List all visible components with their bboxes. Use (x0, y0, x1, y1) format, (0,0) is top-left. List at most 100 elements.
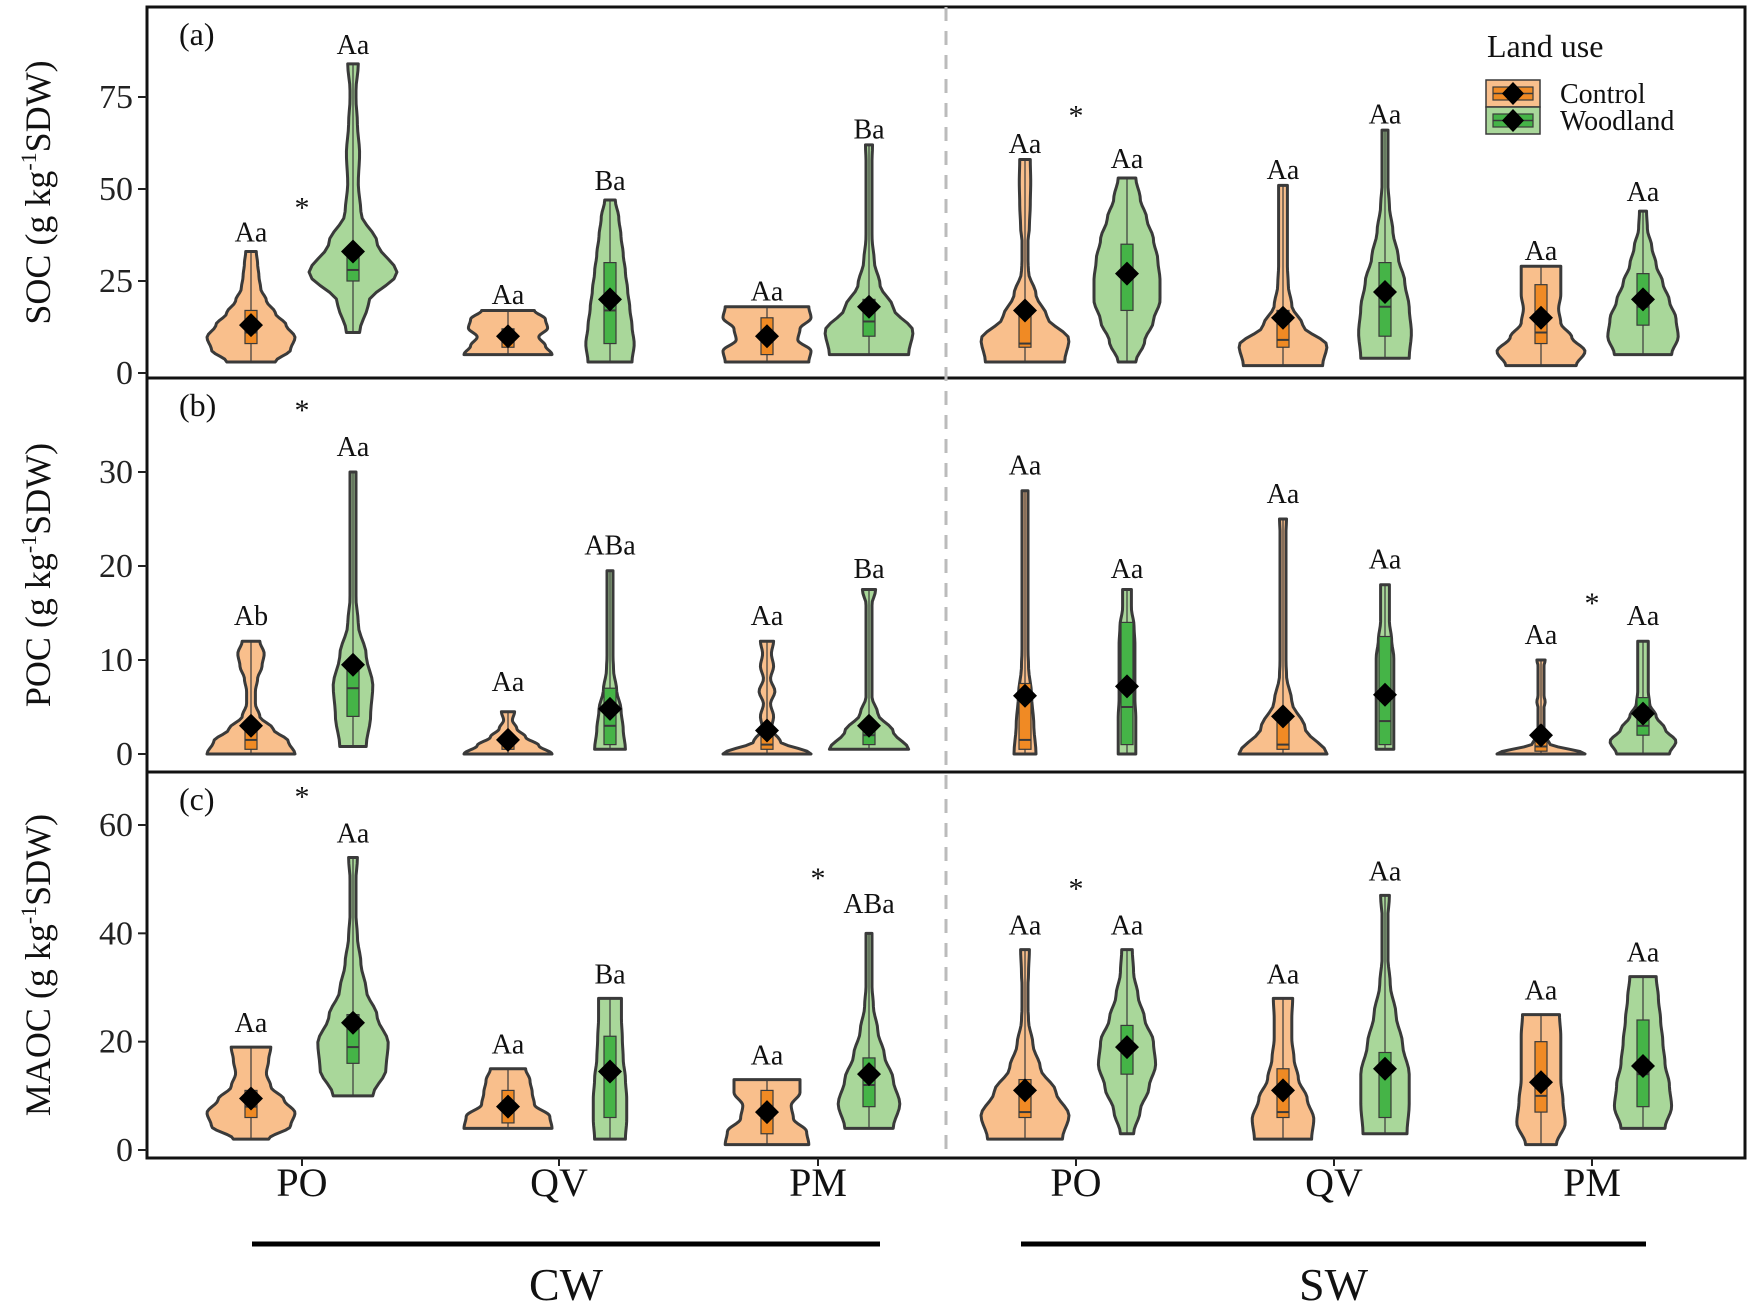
y-axis-title: MAOC (g kg-1SDW) (16, 814, 58, 1116)
significance-star: * (811, 862, 826, 895)
violin-woodland: Ba (591, 959, 629, 1141)
significance-label: Aa (337, 432, 370, 463)
significance-label: Aa (235, 1008, 268, 1039)
y-tick-label: 20 (99, 548, 133, 585)
violin-control: Aa (1515, 976, 1567, 1147)
mean-diamond-marker (755, 718, 779, 743)
violin-control: Aa (1495, 620, 1587, 756)
legend-key-woodland (1485, 106, 1541, 135)
mean-diamond-marker (239, 313, 263, 338)
mean-diamond-marker (341, 652, 365, 677)
violin-woodland: Aa (1359, 856, 1411, 1136)
legend-label-woodland: Woodland (1560, 106, 1674, 137)
significance-label: Aa (1009, 911, 1042, 942)
violin-woodland: Aa (1612, 938, 1674, 1130)
violin-control: Aa (205, 1008, 297, 1141)
mean-diamond-marker (1373, 1056, 1397, 1081)
significance-label: Aa (1369, 856, 1402, 887)
y-axis-title-tail: SDW) (18, 443, 58, 535)
significance-label: Aa (1525, 976, 1558, 1007)
significance-label: Aa (751, 1041, 784, 1072)
significance-star: * (295, 781, 310, 814)
mean-diamond-marker (1529, 723, 1553, 748)
significance-label: Aa (1627, 938, 1660, 969)
mean-diamond-marker (598, 696, 622, 721)
violin-woodland: Aa (331, 432, 375, 748)
legend-key-control (1485, 79, 1541, 108)
y-tick-label: 0 (116, 1132, 133, 1169)
violin-control: Ab (205, 601, 297, 756)
significance-star: * (295, 192, 310, 225)
significance-label: Ba (594, 959, 626, 990)
significance-label: Aa (337, 818, 370, 849)
x-category-label: QV (1305, 1160, 1363, 1205)
violin-control: Aa (462, 667, 554, 756)
y-axis-title-superscript: -1 (16, 152, 41, 170)
violin-control: Aa (1495, 236, 1587, 368)
y-axis-title-main: SOC (g kg (18, 171, 58, 325)
significance-label: Aa (1627, 177, 1660, 208)
violin-woodland: ABa (584, 531, 636, 751)
significance-label: Aa (1525, 620, 1558, 651)
mean-diamond-marker (1529, 305, 1553, 330)
violin-control: Aa (1250, 959, 1316, 1141)
violin-woodland: Ba (823, 114, 915, 357)
x-category-label: PM (789, 1160, 847, 1205)
mean-diamond-marker (598, 1059, 622, 1084)
panel-a: 0 25 50 75 SOC (g kg-1SDW) (a) Aa Aa Aa Ba Aa Ba Aa A… (16, 5, 1747, 392)
panel-tag: (a) (179, 16, 215, 52)
significance-label: Aa (492, 667, 525, 698)
x-axis: PO QV PM PO QV PM CW SW (252, 1158, 1646, 1310)
x-category-label: PO (1050, 1160, 1101, 1205)
significance-label: ABa (843, 889, 895, 920)
mean-diamond-marker (1271, 704, 1295, 729)
violin-woodland: Ba (584, 166, 636, 364)
panel-frame (145, 770, 1747, 1160)
y-tick-label: 30 (99, 454, 133, 491)
y-axis-title-tail: SDW) (18, 60, 58, 152)
y-axis-title-superscript: -1 (16, 535, 41, 553)
mean-diamond-marker (755, 324, 779, 349)
mean-diamond-marker (1373, 280, 1397, 305)
mean-diamond-marker (1271, 1078, 1295, 1103)
mean-diamond-marker (1013, 298, 1037, 323)
violin-control: Aa (1009, 451, 1042, 756)
mean-diamond-marker (341, 1010, 365, 1035)
group-label: SW (1299, 1259, 1369, 1310)
violin-woodland: Aa (1357, 100, 1413, 360)
violin-woodland: Aa (1369, 545, 1402, 751)
violin-control: Aa (979, 129, 1071, 364)
violin-woodland: Aa (316, 818, 390, 1098)
violin-woodland: Ba (827, 554, 911, 751)
violin-control: Aa (721, 601, 813, 756)
significance-label: Ba (594, 166, 626, 197)
y-tick-label: 0 (116, 736, 133, 773)
panel-tag: (b) (179, 387, 216, 423)
legend-label-control: Control (1560, 79, 1646, 110)
mean-diamond-marker (857, 1062, 881, 1087)
mean-diamond-marker (239, 713, 263, 738)
y-axis-title: POC (g kg-1SDW) (16, 443, 58, 707)
y-axis-title: SOC (g kg-1SDW) (16, 60, 58, 324)
significance-label: Aa (1267, 959, 1300, 990)
violin-control: Aa (462, 1030, 554, 1130)
mean-diamond-marker (1115, 261, 1139, 286)
violin-control: Aa (721, 276, 813, 364)
significance-label: Aa (751, 601, 784, 632)
violin-woodland: Aa (1608, 601, 1678, 756)
significance-label: Aa (1369, 100, 1402, 131)
panel-b: 0 10 20 30 POC (g kg-1SDW) (b) Ab Aa Aa ABa Aa Ba Aa… (16, 376, 1747, 774)
mean-diamond-marker (1271, 305, 1295, 330)
significance-label: Aa (1009, 451, 1042, 482)
legend-mean-diamond (1502, 82, 1524, 105)
significance-star: * (1069, 100, 1084, 133)
y-tick-label: 50 (99, 171, 133, 208)
y-axis-title-main: POC (g kg (18, 553, 58, 707)
mean-diamond-marker (1013, 683, 1037, 708)
significance-label: Aa (1627, 601, 1660, 632)
x-category-label: PO (276, 1160, 327, 1205)
significance-label: Ba (853, 554, 885, 585)
significance-label: Aa (1111, 554, 1144, 585)
mean-diamond-marker (755, 1100, 779, 1125)
